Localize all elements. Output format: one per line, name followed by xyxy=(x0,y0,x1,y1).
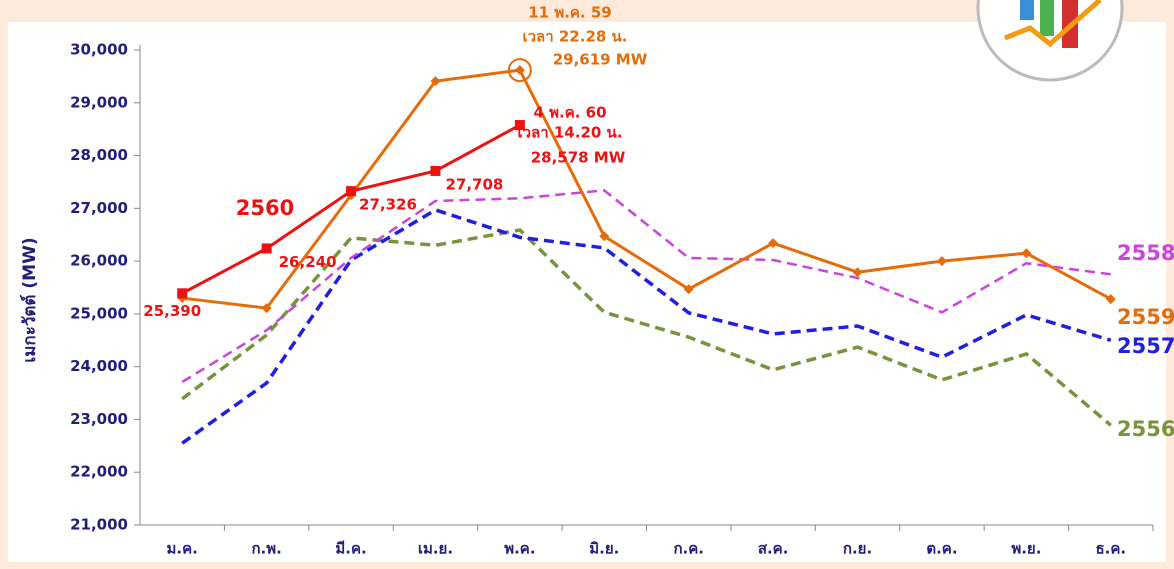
marker xyxy=(262,243,272,253)
x-tick-label: ม.ค. xyxy=(167,540,198,558)
annotation: 11 พ.ค. 59 xyxy=(528,4,612,22)
y-tick-label: 30,000 xyxy=(70,41,128,59)
y-tick-label: 28,000 xyxy=(70,146,128,164)
series-name: 2560 xyxy=(236,196,294,220)
x-tick-label: พ.ค. xyxy=(504,540,535,558)
y-tick-label: 26,000 xyxy=(70,252,128,270)
page: {"chart_data": {"type": "line", "y_label… xyxy=(0,0,1174,569)
chart: เมกะวัตต์ (MW) 21,000 22,000 23,000 24,000 2… xyxy=(0,0,1174,569)
x-tick-label: มี.ค. xyxy=(335,540,366,558)
x-tick-label: ส.ค. xyxy=(758,540,789,558)
annotation: เวลา 14.20 น. xyxy=(517,124,622,142)
x-tick-label: ต.ค. xyxy=(926,540,957,558)
annotation: เวลา 22.28 น. xyxy=(522,28,627,46)
x-tick-label: ก.พ. xyxy=(251,540,281,558)
x-tick-label: ก.ย. xyxy=(843,540,872,558)
y-axis-label: เมกะวัตต์ (MW) xyxy=(19,237,40,362)
series-name: 2559 xyxy=(1117,305,1174,329)
marker xyxy=(177,288,187,298)
data-label: 27,708 xyxy=(445,175,503,193)
series-name: 2558 xyxy=(1117,241,1174,265)
y-tick-label: 21,000 xyxy=(70,516,128,534)
annotation: 28,578 MW xyxy=(531,149,626,167)
y-tick-label: 23,000 xyxy=(70,410,128,428)
data-label: 27,326 xyxy=(359,196,417,214)
x-tick-label: ธ.ค. xyxy=(1095,540,1126,558)
y-tick-label: 29,000 xyxy=(70,93,128,111)
data-label: 26,240 xyxy=(279,253,337,271)
annotation: 4 พ.ค. 60 xyxy=(533,104,606,122)
x-tick-label: พ.ย. xyxy=(1011,540,1041,558)
y-tick-label: 24,000 xyxy=(70,357,128,375)
x-tick-label: เม.ย. xyxy=(418,540,453,558)
y-tick-label: 27,000 xyxy=(70,199,128,217)
x-tick-label: มิ.ย. xyxy=(589,540,619,558)
marker xyxy=(430,166,440,176)
series-name: 2556 xyxy=(1117,417,1174,441)
x-tick-label: ก.ค. xyxy=(673,540,704,558)
series-name: 2557 xyxy=(1117,334,1174,358)
annotation: 29,619 MW xyxy=(553,51,648,69)
data-label: 25,390 xyxy=(143,302,201,320)
y-tick-label: 25,000 xyxy=(70,304,128,322)
marker xyxy=(346,186,356,196)
y-tick-label: 22,000 xyxy=(70,463,128,481)
